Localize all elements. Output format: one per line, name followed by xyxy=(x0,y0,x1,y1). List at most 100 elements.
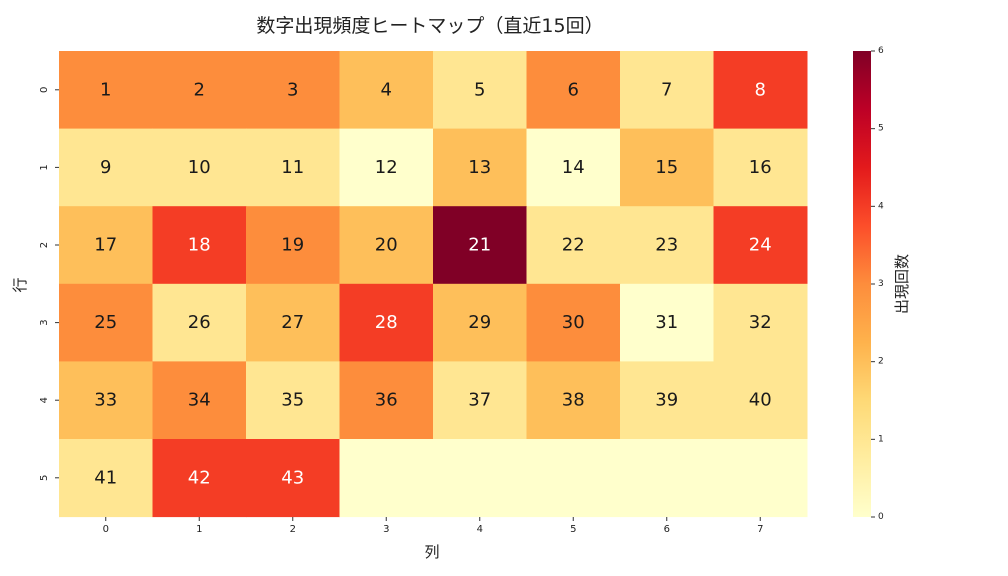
cell-label: 39 xyxy=(655,390,678,411)
heatmap-cell xyxy=(526,361,621,440)
cell-label: 14 xyxy=(562,157,585,178)
heatmap-cell xyxy=(152,361,247,440)
y-tick-label: 5 xyxy=(39,475,50,481)
colorbar-tick-label: 6 xyxy=(878,46,884,56)
heatmap-cell xyxy=(339,206,434,285)
heatmap-cell xyxy=(713,361,808,440)
cell-label: 34 xyxy=(188,390,211,411)
cell-label: 24 xyxy=(749,235,772,256)
cell-label: 43 xyxy=(281,467,304,488)
heatmap-cell xyxy=(526,51,621,130)
heatmap-cell xyxy=(152,283,247,362)
cell-label: 27 xyxy=(281,312,304,333)
cell-label: 32 xyxy=(749,312,772,333)
cell-label: 23 xyxy=(655,235,678,256)
cell-label: 10 xyxy=(188,157,211,178)
heatmap-cell xyxy=(152,51,247,130)
heatmap-cell xyxy=(526,128,621,207)
cell-label: 2 xyxy=(194,79,205,100)
colorbar-tick-label: 1 xyxy=(878,434,884,444)
cell-label: 8 xyxy=(755,79,766,100)
heatmap-cell xyxy=(433,283,527,362)
cell-label: 3 xyxy=(287,79,298,100)
x-tick-label: 0 xyxy=(103,524,109,535)
heatmap-cell xyxy=(526,206,621,285)
heatmap-cell xyxy=(620,283,714,362)
y-tick-label: 0 xyxy=(39,87,50,93)
x-tick-label: 4 xyxy=(477,524,483,535)
heatmap-cell xyxy=(433,361,527,440)
cell-label: 37 xyxy=(468,390,491,411)
heatmap-cell xyxy=(339,51,434,130)
heatmap-cell xyxy=(152,206,247,285)
cell-label: 6 xyxy=(568,79,579,100)
heatmap-cell xyxy=(713,206,808,285)
heatmap-cell xyxy=(152,439,247,518)
cell-label: 38 xyxy=(562,390,585,411)
heatmap-cell xyxy=(59,128,153,207)
cell-label: 28 xyxy=(375,312,398,333)
x-tick-label: 1 xyxy=(196,524,202,535)
cell-label: 9 xyxy=(100,157,111,178)
heatmap-cell xyxy=(152,128,247,207)
heatmap-cell xyxy=(620,128,714,207)
cell-label: 40 xyxy=(749,390,772,411)
cell-label: 22 xyxy=(562,235,585,256)
cell-label: 13 xyxy=(468,157,491,178)
heatmap-cell xyxy=(713,283,808,362)
heatmap-cell xyxy=(526,283,621,362)
x-axis-label: 列 xyxy=(424,543,439,561)
heatmap-cell xyxy=(620,439,714,518)
heatmap-cell xyxy=(620,361,714,440)
colorbar-tick-label: 2 xyxy=(878,357,884,367)
y-axis: 0 1 2 3 4 5 xyxy=(39,87,59,481)
cell-label: 33 xyxy=(94,390,117,411)
cell-label: 35 xyxy=(281,390,304,411)
cell-label: 31 xyxy=(655,312,678,333)
heatmap-cell xyxy=(526,439,621,518)
heatmap-cell xyxy=(433,51,527,130)
heatmap-cell xyxy=(339,439,434,518)
x-tick-label: 7 xyxy=(757,524,763,535)
cell-label: 1 xyxy=(100,79,111,100)
cell-label: 7 xyxy=(661,79,672,100)
colorbar-axis: 0 1 2 3 4 5 6 xyxy=(871,46,884,522)
heatmap-cell xyxy=(620,51,714,130)
heatmap-cell xyxy=(59,283,153,362)
colorbar-tick-label: 0 xyxy=(878,512,884,522)
heatmap-cell xyxy=(620,206,714,285)
y-tick-label: 2 xyxy=(39,242,50,248)
cell-label: 36 xyxy=(375,390,398,411)
heatmap-cell xyxy=(433,439,527,518)
chart-title: 数字出現頻度ヒートマップ（直近15回） xyxy=(256,15,603,37)
cell-label: 41 xyxy=(94,467,117,488)
colorbar xyxy=(853,51,871,517)
heatmap-cell xyxy=(339,283,434,362)
heatmap-cell xyxy=(713,439,808,518)
y-tick-label: 1 xyxy=(39,164,50,170)
heatmap-cell xyxy=(59,361,153,440)
cell-label: 25 xyxy=(94,312,117,333)
x-tick-label: 5 xyxy=(570,524,576,535)
heatmap-cell xyxy=(246,51,340,130)
heatmap-cell xyxy=(713,51,808,130)
x-tick-label: 3 xyxy=(383,524,389,535)
heatmap-cell xyxy=(339,128,434,207)
x-axis: 0 1 2 3 4 5 6 7 xyxy=(103,517,763,535)
cell-label: 26 xyxy=(188,312,211,333)
cell-label: 11 xyxy=(281,157,304,178)
heatmap-cell xyxy=(246,361,340,440)
cell-label: 4 xyxy=(381,79,392,100)
cell-label: 19 xyxy=(281,235,304,256)
cell-label: 29 xyxy=(468,312,491,333)
cell-label: 18 xyxy=(188,235,211,256)
heatmap-cell xyxy=(59,51,153,130)
y-tick-label: 4 xyxy=(39,397,50,403)
heatmap-cell xyxy=(246,128,340,207)
heatmap-cell xyxy=(59,206,153,285)
cell-label: 21 xyxy=(468,235,491,256)
heatmap-cell xyxy=(713,128,808,207)
heatmap-cell xyxy=(246,206,340,285)
